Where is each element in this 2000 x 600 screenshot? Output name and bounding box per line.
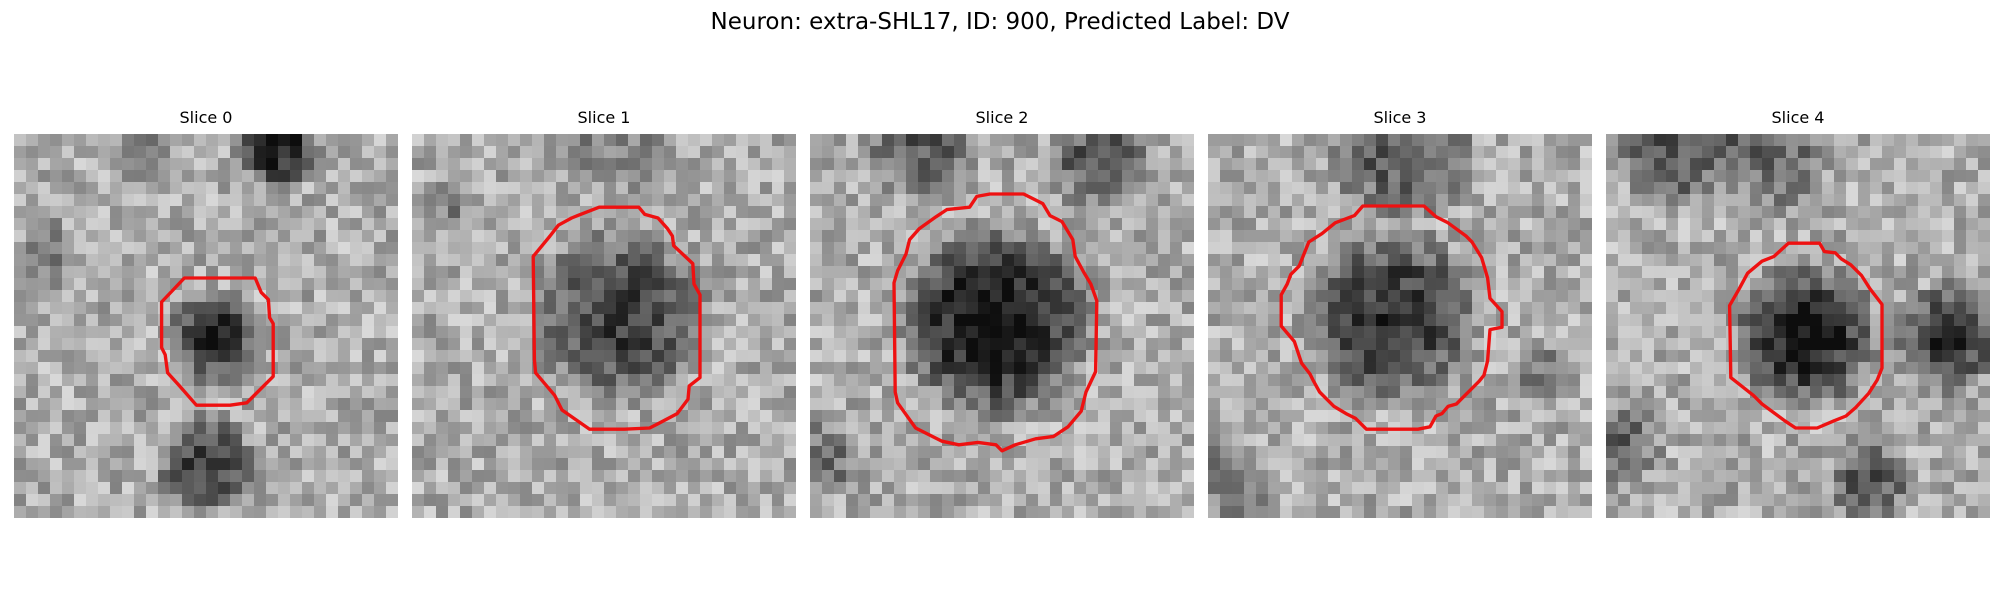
slice-title: Slice 3	[1373, 108, 1427, 127]
slice-panel-3: Slice 3	[1208, 108, 1592, 520]
roi-outline	[892, 192, 1099, 453]
slice-title: Slice 1	[577, 108, 631, 127]
slice-image	[1208, 134, 1592, 518]
figure-title: Neuron: extra-SHL17, ID: 900, Predicted …	[710, 9, 1290, 35]
slice-panel-1: Slice 1	[412, 108, 796, 520]
slice-panel-2: Slice 2	[810, 108, 1194, 520]
slice-image	[412, 134, 796, 518]
slice-panel-4: Slice 4	[1606, 108, 1990, 520]
slice-title: Slice 2	[975, 108, 1029, 127]
roi-outline	[159, 276, 275, 407]
slice-image	[14, 134, 398, 518]
slice-title: Slice 4	[1771, 108, 1825, 127]
slice-image	[810, 134, 1194, 518]
roi-outline	[1279, 204, 1504, 431]
slice-image	[1606, 134, 1990, 518]
slice-title: Slice 0	[179, 108, 233, 127]
roi-outline	[1727, 241, 1884, 430]
roi-outline	[531, 205, 702, 431]
slice-panel-0: Slice 0	[14, 108, 398, 520]
